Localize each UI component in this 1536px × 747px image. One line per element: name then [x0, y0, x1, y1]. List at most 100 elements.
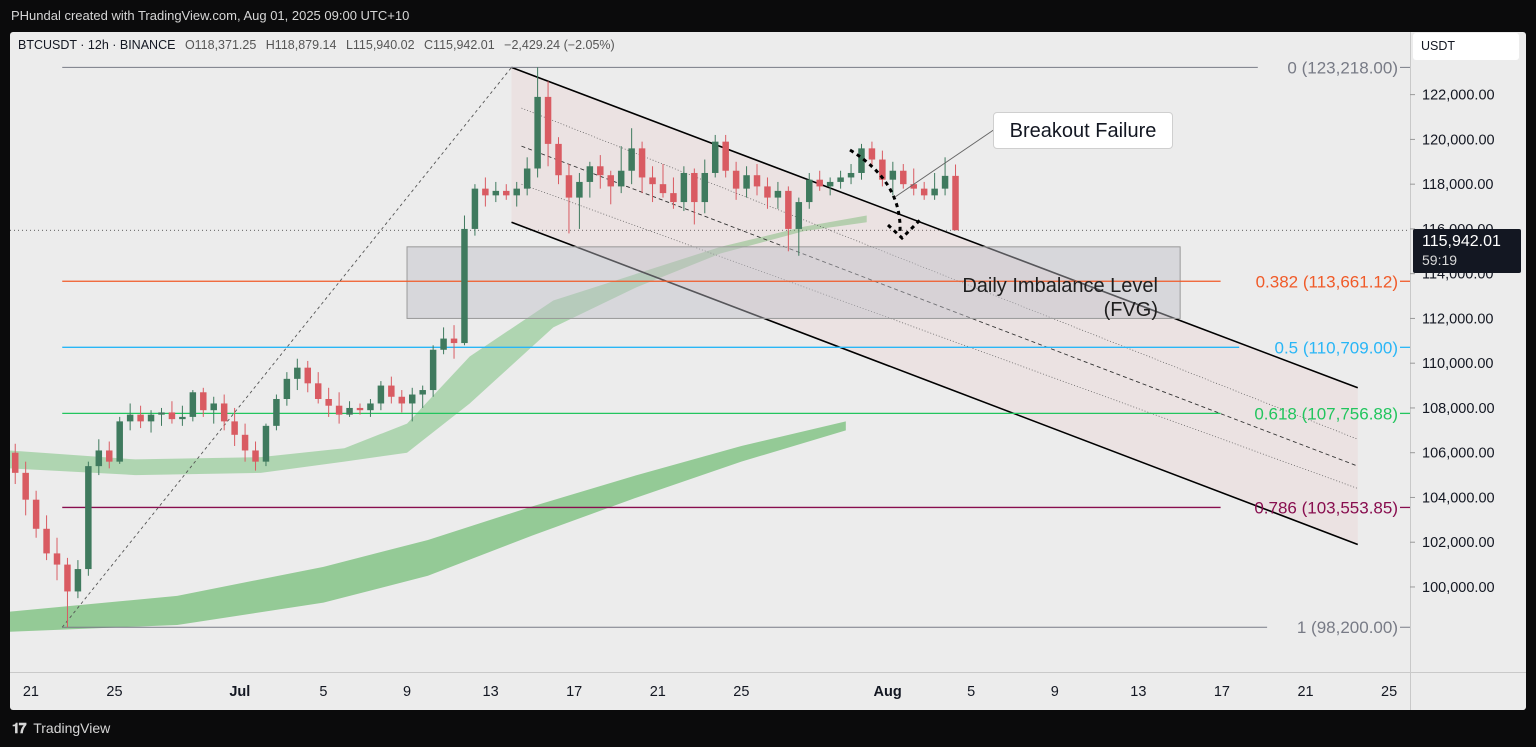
price-tick-label: 106,000.00 — [1422, 446, 1495, 462]
candle-body — [409, 394, 416, 404]
fibonacci-retracement: 0 (123,218.00) 0.382 (113,661.12) 0.5 (110… — [61, 58, 1410, 637]
callout-leader-line — [894, 128, 996, 198]
candle-body — [868, 148, 876, 160]
candle-body — [210, 403, 217, 411]
price-tick-label: 104,000.00 — [1422, 490, 1495, 506]
candle-body — [325, 398, 332, 406]
candle-body — [147, 414, 155, 422]
price-tick-label: 122,000.00 — [1422, 88, 1495, 104]
candle-body — [649, 177, 656, 185]
candle-body — [241, 434, 249, 451]
channel-fill — [511, 67, 1358, 545]
symbol-name[interactable]: BTCUSDT · 12h · BINANCE — [18, 38, 176, 52]
candle-body — [137, 414, 144, 422]
arrow-head — [886, 216, 924, 241]
channel-upper-line — [511, 66, 1359, 389]
chart-frame[interactable]: 0 (123,218.00) 0.382 (113,661.12) 0.5 (110… — [10, 32, 1526, 710]
price-tick-label: 102,000.00 — [1422, 535, 1495, 551]
brand-footer[interactable]: 𝟏𝟕 TradingView — [12, 718, 110, 738]
open-value: O118,371.25 — [184, 38, 257, 52]
candle-body — [503, 190, 510, 196]
zone-label-line1: Daily Imbalance Level — [962, 275, 1158, 297]
candle-body — [200, 392, 207, 411]
channel-lower-line — [511, 221, 1359, 546]
candle-body — [795, 202, 803, 229]
fib-level-label: 1 (98,200.00) — [1297, 618, 1398, 637]
candle-body — [826, 181, 834, 187]
candle-body — [680, 172, 688, 203]
candle-body — [179, 416, 186, 420]
candle-body — [126, 414, 134, 422]
fib-level-label: 0.618 (107,756.88) — [1254, 404, 1398, 423]
time-tick-label: 9 — [1051, 684, 1059, 700]
moving-average-ribbons — [10, 215, 867, 632]
fib-level-label: 0.786 (103,553.85) — [1254, 498, 1398, 517]
candle-body — [22, 472, 29, 500]
high-value: H118,879.14 — [265, 38, 337, 52]
candle-body — [617, 170, 625, 187]
candle-body — [586, 166, 594, 182]
candle-body — [398, 396, 406, 404]
price-tick-label: 120,000.00 — [1422, 132, 1495, 148]
time-tick-label: 5 — [319, 684, 327, 700]
candle-body — [670, 193, 677, 203]
candle-body — [889, 170, 897, 180]
current-price-label: 115,942.01 59:19 — [1413, 229, 1521, 273]
price-tick-label: 110,000.00 — [1422, 356, 1494, 372]
candle-body — [910, 184, 917, 189]
candle-body — [931, 188, 938, 196]
candle-body — [314, 383, 322, 399]
time-tick-label: 25 — [733, 684, 749, 700]
time-tick-label: 9 — [403, 684, 411, 700]
candle-body — [743, 175, 750, 189]
candle-body — [106, 450, 113, 462]
candle-body — [607, 175, 614, 187]
tradingview-logo-icon: 𝟏𝟕 — [12, 720, 27, 736]
candle-body — [513, 188, 520, 196]
candle-body — [304, 367, 311, 384]
candle-body — [116, 421, 123, 462]
fvg-rectangle — [406, 246, 1181, 319]
candle-body — [544, 96, 552, 144]
candle-body — [638, 148, 646, 178]
candle-body — [450, 338, 458, 344]
candle-body — [220, 403, 228, 422]
candle-body — [377, 385, 385, 404]
imbalance-zone — [406, 246, 1181, 319]
brand-name: TradingView — [33, 720, 111, 736]
currency-unit-button[interactable]: USDT — [1413, 33, 1519, 60]
price-tick-label: 108,000.00 — [1422, 401, 1495, 417]
price-tick-label: 118,000.00 — [1422, 177, 1494, 193]
symbol-legend: BTCUSDT · 12h · BINANCE O118,371.25 H118… — [18, 38, 615, 52]
time-tick-label: 5 — [967, 684, 975, 700]
candle-body — [189, 392, 197, 417]
candle-body — [64, 564, 71, 592]
time-tick-label: 25 — [106, 684, 122, 700]
drawings — [849, 128, 996, 241]
candle-body — [252, 450, 259, 462]
chart-author-line: PHundal created with TradingView.com, Au… — [11, 8, 410, 23]
time-tick-label: Jul — [229, 684, 250, 700]
bar-countdown: 59:19 — [1422, 252, 1458, 268]
change-value: −2,429.24 (−2.05%) — [504, 38, 615, 52]
candle-body — [816, 179, 823, 187]
fib-level-label: 0.5 (110,709.00) — [1275, 338, 1399, 357]
candle-body — [701, 172, 709, 203]
candle-body — [764, 186, 771, 198]
time-tick-label: 13 — [483, 684, 499, 700]
candle-body — [492, 190, 500, 196]
candle-body — [806, 179, 813, 203]
candle-body — [847, 172, 855, 178]
candle-body — [565, 175, 573, 198]
breakout-failure-callout[interactable]: Breakout Failure — [993, 112, 1173, 149]
candle-body — [388, 385, 395, 397]
candlestick-series — [11, 67, 959, 628]
candle-body — [722, 141, 729, 171]
candle-body — [335, 405, 343, 415]
time-tick-label: 25 — [1381, 684, 1397, 700]
candle-body — [273, 398, 280, 426]
candle-body — [461, 228, 468, 344]
price-chart[interactable]: 0 (123,218.00) 0.382 (113,661.12) 0.5 (110… — [10, 32, 1526, 710]
candle-body — [95, 450, 103, 467]
candle-body — [523, 168, 531, 189]
